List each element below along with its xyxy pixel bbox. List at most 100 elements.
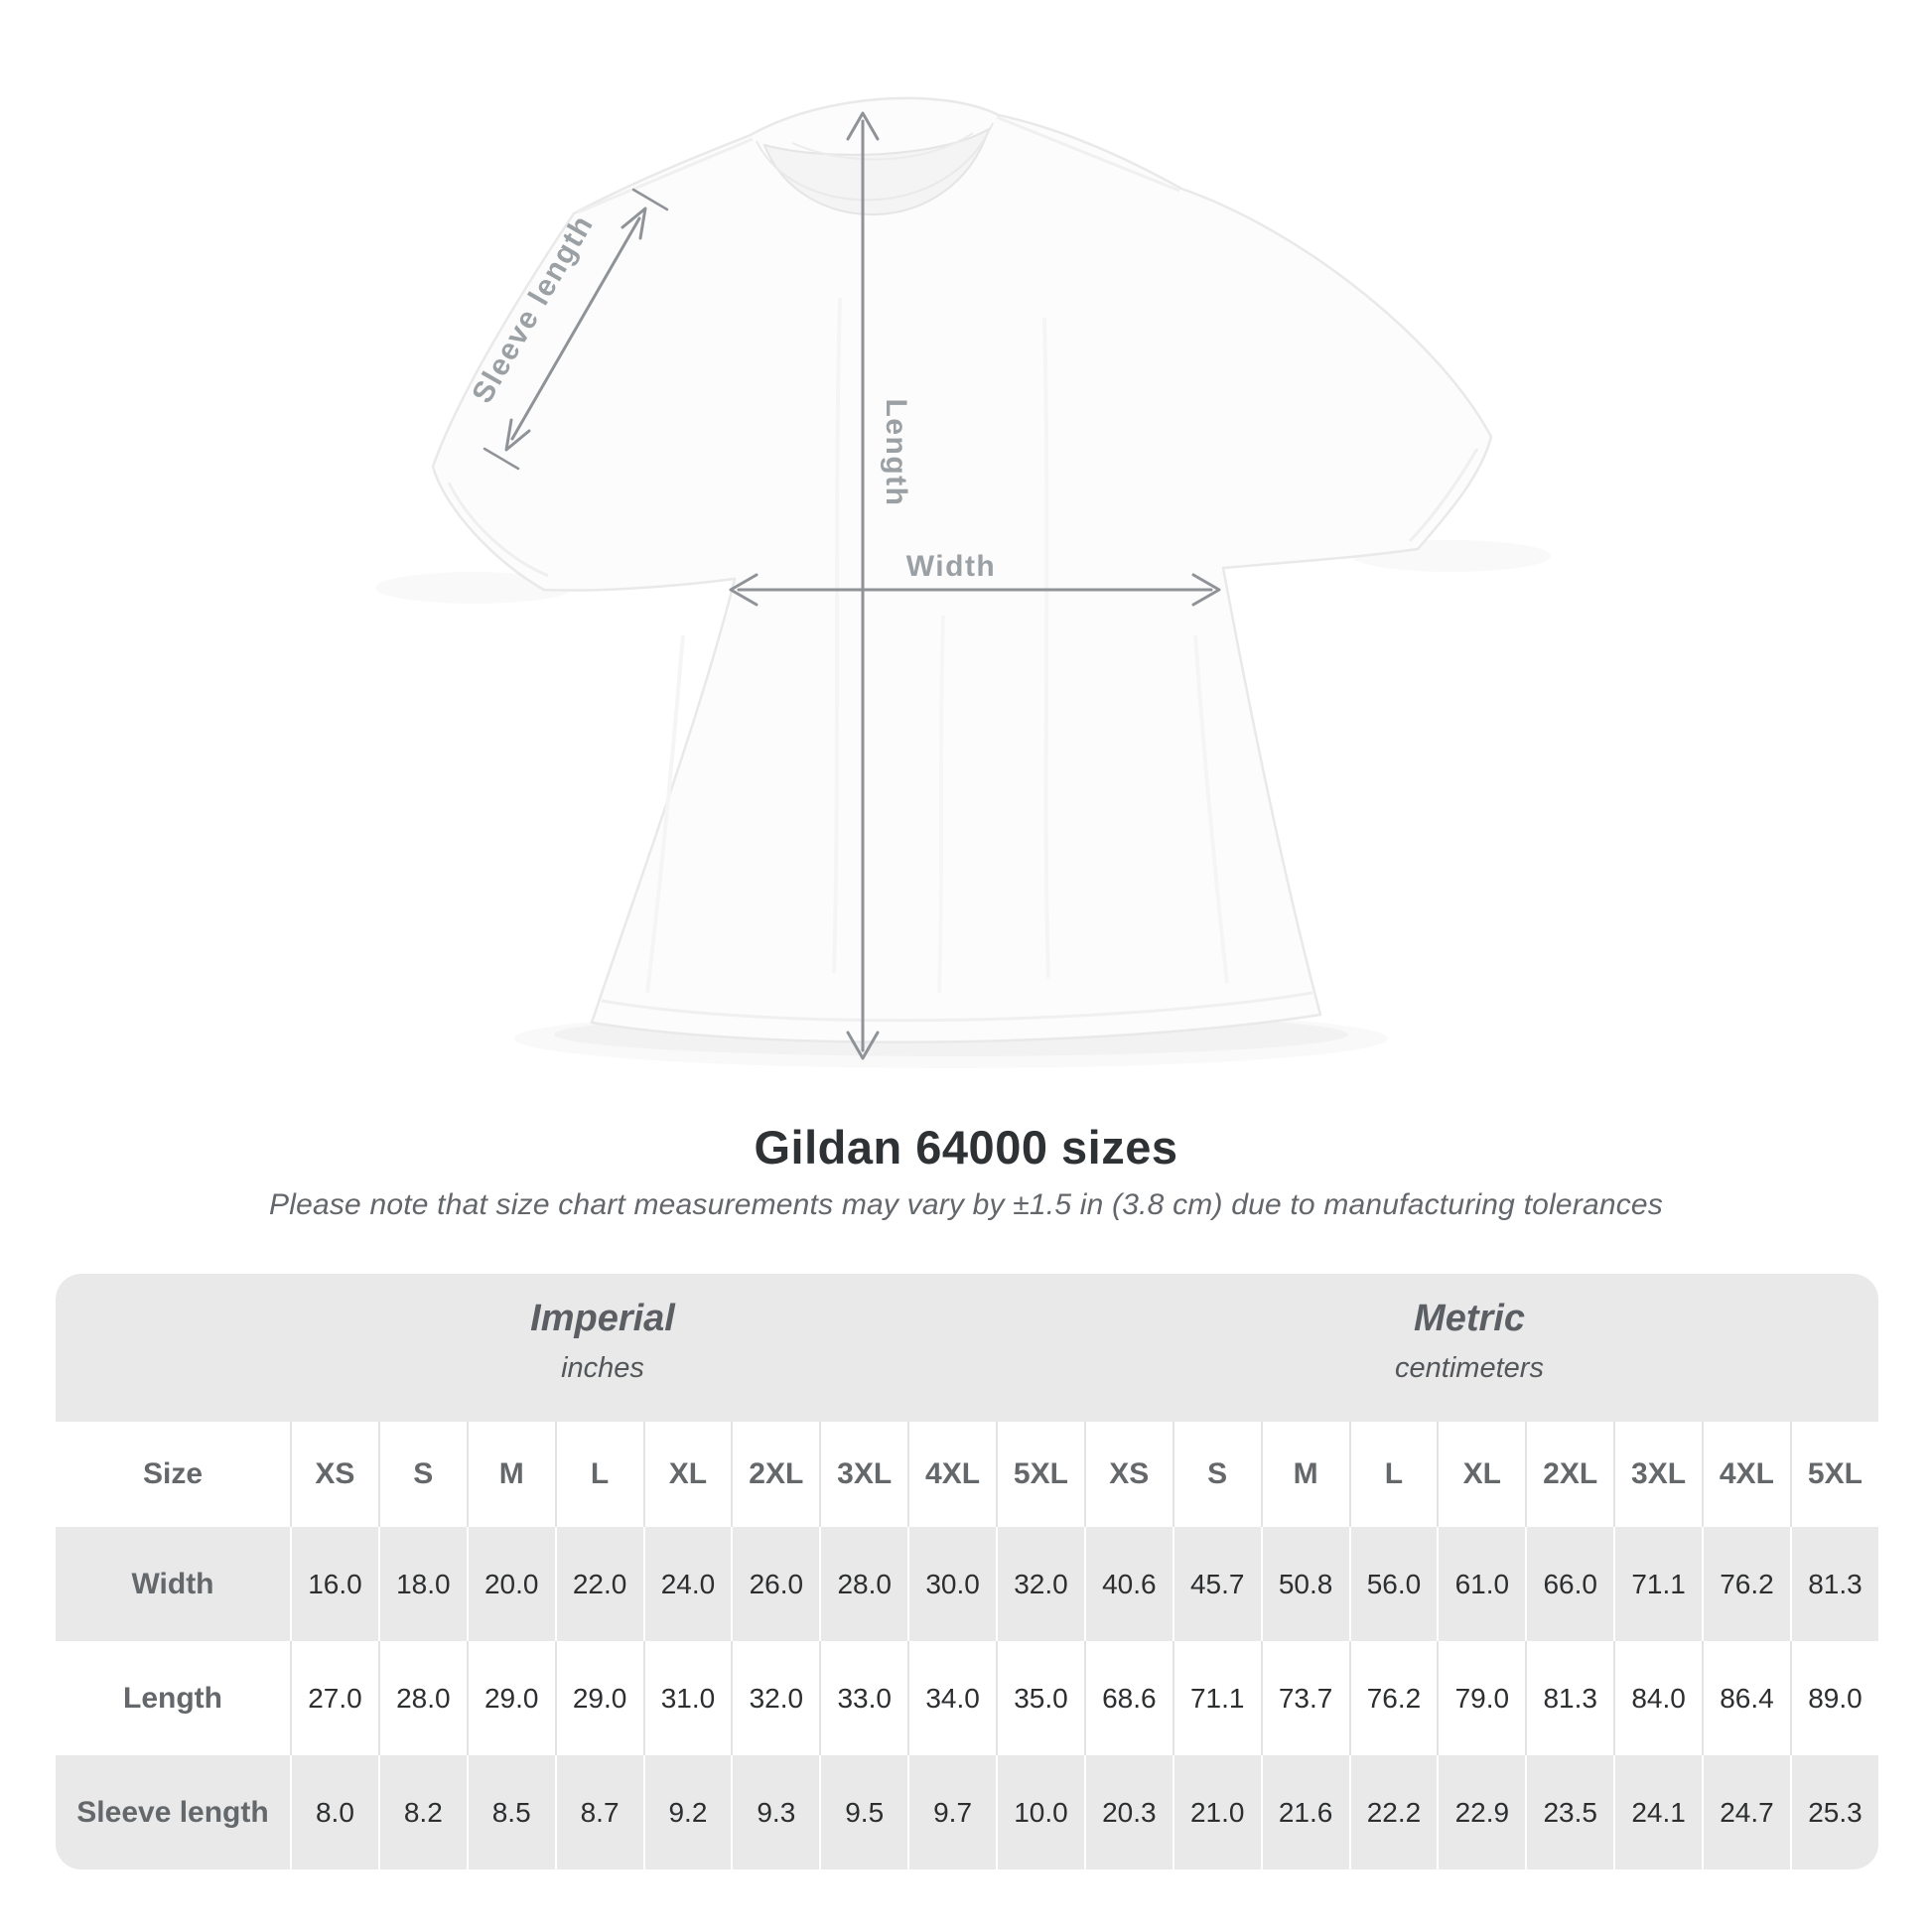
table-cell: 81.3 xyxy=(1789,1527,1878,1641)
size-table: Imperial inches Metric centimeters Size … xyxy=(56,1274,1878,1869)
table-cell: 20.3 xyxy=(1083,1755,1173,1869)
size-header-metric: S xyxy=(1172,1422,1261,1527)
table-cell: 9.7 xyxy=(907,1755,996,1869)
table-cell: 76.2 xyxy=(1348,1641,1438,1755)
length-arrow xyxy=(846,111,880,1060)
row-label: Width xyxy=(131,1567,214,1600)
table-cell: 27.0 xyxy=(290,1641,378,1755)
size-header-metric: M xyxy=(1260,1422,1349,1527)
table-cell: 81.3 xyxy=(1525,1641,1613,1755)
table-cell: 76.2 xyxy=(1702,1527,1790,1641)
table-cell: 30.0 xyxy=(907,1527,996,1641)
table-cell: 84.0 xyxy=(1613,1641,1702,1755)
table-cell: 9.5 xyxy=(819,1755,907,1869)
width-row: Width 16.0 18.0 20.0 22.0 24.0 26.0 28.0… xyxy=(56,1527,1878,1641)
size-header-metric: 3XL xyxy=(1613,1422,1702,1527)
row-label: Sleeve length xyxy=(76,1795,269,1829)
table-cell: 10.0 xyxy=(996,1755,1084,1869)
imperial-unit-label: inches xyxy=(561,1352,644,1384)
table-cell: 31.0 xyxy=(642,1641,732,1755)
sleeve-length-arrow xyxy=(483,188,669,471)
size-header-metric: L xyxy=(1348,1422,1438,1527)
unit-group-metric: Metric centimeters xyxy=(1395,1298,1544,1385)
table-cell: 8.0 xyxy=(290,1755,378,1869)
page-subtitle: Please note that size chart measurements… xyxy=(269,1188,1663,1221)
size-header-metric: 2XL xyxy=(1525,1422,1613,1527)
table-cell: 28.0 xyxy=(377,1641,467,1755)
size-header-row: Size XS S M L XL 2XL 3XL 4XL 5XL XS S M … xyxy=(56,1422,1878,1527)
measurements-table: Size XS S M L XL 2XL 3XL 4XL 5XL XS S M … xyxy=(56,1422,1878,1869)
table-cell: 73.7 xyxy=(1260,1641,1349,1755)
size-header-imperial: S xyxy=(377,1422,467,1527)
size-header-metric: 5XL xyxy=(1789,1422,1878,1527)
table-cell: 40.6 xyxy=(1083,1527,1173,1641)
size-header-imperial: M xyxy=(466,1422,555,1527)
table-cell: 33.0 xyxy=(819,1641,907,1755)
table-cell: 26.0 xyxy=(731,1527,819,1641)
table-cell: 24.0 xyxy=(642,1527,732,1641)
table-cell: 45.7 xyxy=(1172,1527,1261,1641)
table-cell: 79.0 xyxy=(1437,1641,1525,1755)
table-cell: 22.2 xyxy=(1348,1755,1438,1869)
size-header-imperial: 3XL xyxy=(819,1422,907,1527)
table-cell: 71.1 xyxy=(1613,1527,1702,1641)
table-cell: 50.8 xyxy=(1260,1527,1349,1641)
table-cell: 25.3 xyxy=(1789,1755,1878,1869)
table-cell: 9.2 xyxy=(642,1755,732,1869)
table-cell: 61.0 xyxy=(1437,1527,1525,1641)
size-header-metric: 4XL xyxy=(1702,1422,1790,1527)
table-cell: 9.3 xyxy=(731,1755,819,1869)
unit-group-imperial: Imperial inches xyxy=(530,1298,675,1385)
table-cell: 18.0 xyxy=(377,1527,467,1641)
table-cell: 8.7 xyxy=(554,1755,643,1869)
table-cell: 24.7 xyxy=(1702,1755,1790,1869)
table-cell: 71.1 xyxy=(1172,1641,1261,1755)
size-header-metric: XL xyxy=(1437,1422,1525,1527)
tshirt-graphic xyxy=(431,96,1493,1043)
table-cell: 34.0 xyxy=(907,1641,996,1755)
table-cell: 86.4 xyxy=(1702,1641,1790,1755)
sleeve-length-row: Sleeve length 8.0 8.2 8.5 8.7 9.2 9.3 9.… xyxy=(56,1755,1878,1869)
imperial-label: Imperial xyxy=(530,1298,675,1339)
table-cell: 22.0 xyxy=(554,1527,643,1641)
size-column-header: Size xyxy=(142,1457,204,1490)
size-header-imperial: XS xyxy=(290,1422,378,1527)
table-cell: 66.0 xyxy=(1525,1527,1613,1641)
row-label: Length xyxy=(123,1681,222,1715)
length-label: Length xyxy=(880,399,912,507)
table-cell: 89.0 xyxy=(1789,1641,1878,1755)
table-cell: 32.0 xyxy=(996,1527,1084,1641)
table-cell: 22.9 xyxy=(1437,1755,1525,1869)
tshirt-measurement-diagram: Sleeve length Length Width xyxy=(431,96,1493,1060)
table-cell: 20.0 xyxy=(466,1527,555,1641)
metric-label: Metric xyxy=(1414,1298,1525,1339)
width-arrow xyxy=(729,573,1221,607)
table-cell: 28.0 xyxy=(819,1527,907,1641)
size-header-imperial: XL xyxy=(642,1422,732,1527)
table-cell: 29.0 xyxy=(554,1641,643,1755)
table-cell: 21.6 xyxy=(1260,1755,1349,1869)
table-cell: 29.0 xyxy=(466,1641,555,1755)
size-header-metric: XS xyxy=(1083,1422,1173,1527)
page-title: Gildan 64000 sizes xyxy=(754,1121,1178,1173)
size-header-imperial: 2XL xyxy=(731,1422,819,1527)
length-row: Length 27.0 28.0 29.0 29.0 31.0 32.0 33.… xyxy=(56,1641,1878,1755)
table-cell: 56.0 xyxy=(1348,1527,1438,1641)
size-header-imperial: L xyxy=(554,1422,643,1527)
table-cell: 23.5 xyxy=(1525,1755,1613,1869)
width-label: Width xyxy=(906,550,997,583)
size-header-imperial: 4XL xyxy=(907,1422,996,1527)
table-cell: 68.6 xyxy=(1083,1641,1173,1755)
table-cell: 16.0 xyxy=(290,1527,378,1641)
table-cell: 35.0 xyxy=(996,1641,1084,1755)
table-cell: 8.2 xyxy=(377,1755,467,1869)
size-header-imperial: 5XL xyxy=(996,1422,1084,1527)
metric-unit-label: centimeters xyxy=(1395,1352,1544,1384)
table-cell: 8.5 xyxy=(466,1755,555,1869)
table-cell: 24.1 xyxy=(1613,1755,1702,1869)
table-cell: 21.0 xyxy=(1172,1755,1261,1869)
unit-header-band: Imperial inches Metric centimeters xyxy=(56,1274,1878,1422)
heading-block: Gildan 64000 sizes Please note that size… xyxy=(0,1120,1932,1222)
table-cell: 32.0 xyxy=(731,1641,819,1755)
